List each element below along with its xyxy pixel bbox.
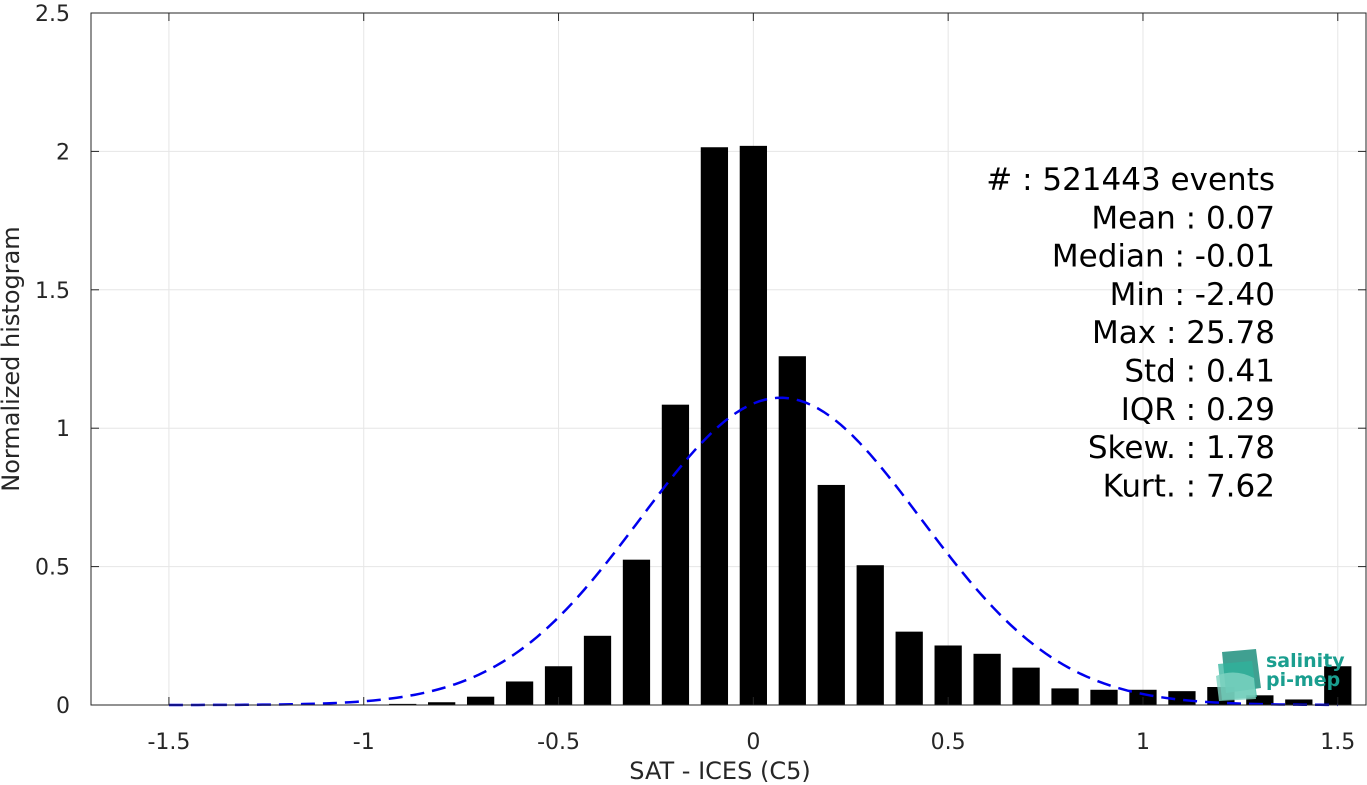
histogram-bar xyxy=(700,147,729,706)
x-tick-labels: -1.5 -1 -0.5 0 0.5 1 1.5 xyxy=(147,730,1355,755)
x-axis-label: SAT - ICES (C5) xyxy=(629,757,810,785)
histogram-bar xyxy=(505,681,534,705)
histogram-bar xyxy=(1012,667,1040,705)
histogram-bar xyxy=(428,702,456,705)
wave-logo-icon xyxy=(1216,649,1261,701)
histogram-bar xyxy=(1246,695,1274,705)
histogram-bar xyxy=(934,645,962,705)
histogram-bar xyxy=(583,635,612,705)
histogram-bar xyxy=(1051,688,1079,705)
y-tick-label: 1.5 xyxy=(35,279,70,304)
plot-frame xyxy=(90,12,1367,706)
stat-line: Skew. : 1.78 xyxy=(1088,430,1275,466)
y-axis-label: Normalized histogram xyxy=(0,226,25,491)
salinity-pimep-logo: salinity pi-mep xyxy=(1216,649,1345,701)
stat-line: # : 521443 events xyxy=(986,162,1275,198)
logo-line1: salinity xyxy=(1266,650,1345,672)
histogram-bar xyxy=(389,703,417,705)
x-tick-label: -1.5 xyxy=(147,730,190,755)
x-tick-label: 0.5 xyxy=(931,730,966,755)
histogram-bar xyxy=(856,565,884,705)
logo-line2: pi-mep xyxy=(1266,669,1340,691)
y-tick-label: 2 xyxy=(56,140,70,165)
histogram-bars xyxy=(350,145,1352,706)
y-tick-label: 0 xyxy=(56,694,70,719)
histogram-bar xyxy=(817,484,845,705)
histogram-bar xyxy=(661,404,690,705)
x-tick-label: -1 xyxy=(353,730,375,755)
y-tick-label: 1 xyxy=(56,417,70,442)
histogram-bar xyxy=(778,356,806,705)
histogram-bar xyxy=(466,696,495,705)
stat-line: Std : 0.41 xyxy=(1124,354,1275,390)
stat-line: Mean : 0.07 xyxy=(1091,200,1275,236)
stat-line: Median : -0.01 xyxy=(1052,239,1275,275)
y-tick-label: 0.5 xyxy=(35,556,70,581)
stat-line: Max : 25.78 xyxy=(1092,315,1275,351)
histogram-bar xyxy=(622,559,651,705)
stat-line: Kurt. : 7.62 xyxy=(1103,468,1275,504)
x-tick-label: 1.5 xyxy=(1320,730,1355,755)
histogram-bar xyxy=(1090,689,1118,705)
gaussian-fit-curve xyxy=(168,396,1338,707)
y-tick-labels: 0 0.5 1 1.5 2 2.5 xyxy=(35,2,70,719)
x-tick-label: -0.5 xyxy=(537,730,580,755)
stat-line: IQR : 0.29 xyxy=(1121,392,1275,428)
y-tick-label: 2.5 xyxy=(35,2,70,27)
histogram-bar xyxy=(1285,699,1313,705)
histogram-bar xyxy=(739,145,767,705)
axis-ticks xyxy=(91,12,1366,706)
x-tick-label: 0 xyxy=(746,730,760,755)
histogram-bar xyxy=(973,653,1001,705)
stat-line: Min : -2.40 xyxy=(1110,277,1275,313)
histogram-bar xyxy=(895,631,923,705)
x-tick-label: 1 xyxy=(1136,730,1150,755)
